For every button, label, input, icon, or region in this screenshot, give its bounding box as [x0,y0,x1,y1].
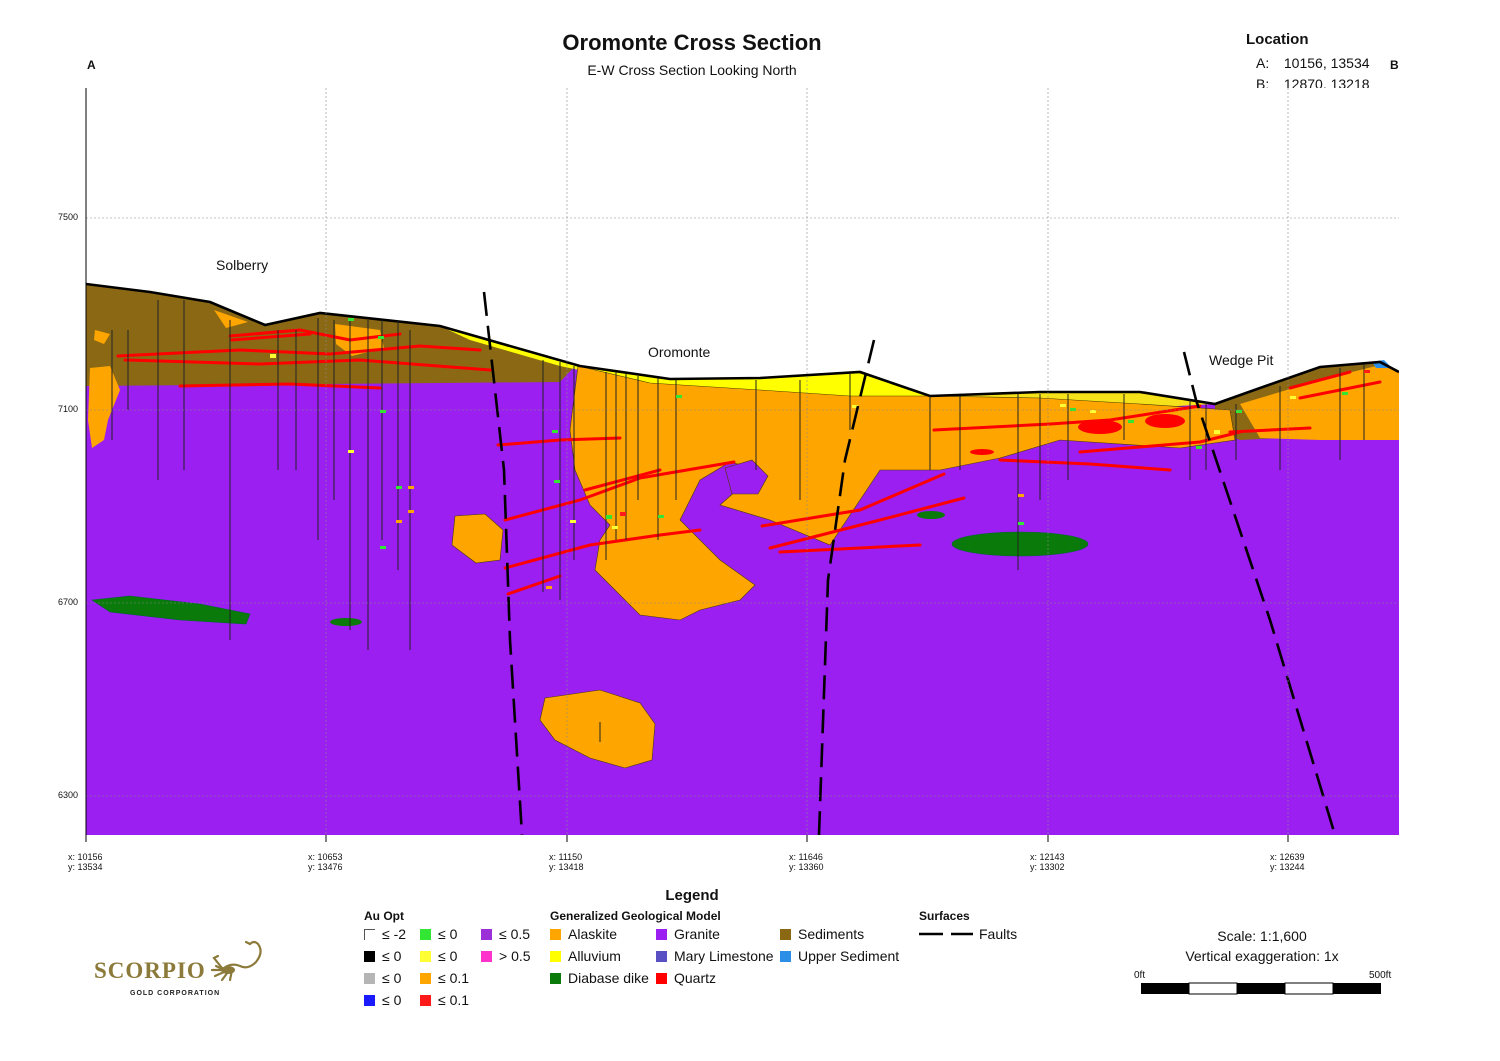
section-subtitle: E-W Cross Section Looking North [587,62,797,78]
legend-geology-item: Diabase dike [550,970,649,986]
swatch-icon [420,928,431,940]
station-ticks [85,835,1289,842]
station-label: x: 10156 y: 13534 [68,852,103,872]
diabase-dike [917,511,945,519]
logo-tagline: GOLD CORPORATION [130,990,221,997]
swatch-icon [780,928,791,940]
alluvium-unit [440,326,930,398]
location-key: A: [1256,55,1270,71]
vertical-exaggeration: Vertical exaggeration: 1x [1185,948,1339,964]
grid-lines [86,88,1399,835]
assay-markers [270,318,1394,589]
dashed-line-icon [919,932,973,936]
station-label: x: 11646 y: 13360 [789,852,824,872]
legend-geology-item: Quartz [656,970,716,986]
legend-au-item: ≤ -2 [364,926,406,942]
section-title: Oromonte Cross Section [562,30,822,55]
location-value: 10156, 13534 [1283,55,1370,71]
legend-au-item: ≤ 0.5 [481,926,530,942]
station-label: x: 10653 y: 13476 [308,852,343,872]
legend-geology-heading: Generalized Geological Model [550,909,721,923]
swatch-icon [420,972,431,984]
legend-geology-item: Mary Limestone [656,948,774,964]
legend-au-item: ≤ 0 [364,948,401,964]
legend-geology-item: Sediments [780,926,864,942]
elevation-tick: 7100 [58,404,79,414]
swatch-icon [780,950,791,962]
elevation-tick: 6300 [58,790,79,800]
elevation-tick: 6700 [58,597,79,607]
drill-holes [111,300,1365,742]
location-row-a: A: 10156, 13534 [1256,55,1370,71]
alaskite-unit [539,689,656,769]
place-label-wedge-pit: Wedge Pit [1209,352,1274,368]
legend-title: Legend [665,887,719,904]
scale-ratio: Scale: 1:1,600 [1217,928,1307,944]
legend-au-item: ≤ 0 [420,948,457,964]
legend-au-item: ≤ 0 [364,970,401,986]
alaskite-unit [214,310,248,328]
swatch-icon [481,950,492,962]
logo-wordmark: SCORPIO [94,958,206,983]
place-label-solberry: Solberry [216,257,269,273]
swatch-icon [656,972,667,984]
scorpion-icon [210,940,262,982]
alaskite-unit [94,330,110,344]
place-label-oromonte: Oromonte [648,344,711,360]
swatch-icon [550,950,561,962]
swatch-icon [420,994,431,1006]
legend-au-item: ≤ 0 [420,926,457,942]
legend-geology-item: Alaskite [550,926,617,942]
legend-geology-item: Alluvium [550,948,621,964]
faults [482,291,1337,835]
scale-bar-end-label: 500ft [1369,970,1392,981]
legend-au-item: ≤ 0.1 [420,970,469,986]
quartz-lens [970,449,994,455]
quartz-lens [1078,420,1122,434]
swatch-icon [550,972,561,984]
swatch-icon [550,928,561,940]
legend-au-heading: Au Opt [364,909,404,923]
location-title: Location [1246,31,1309,48]
station-label: x: 11150 y: 13418 [549,852,584,872]
swatch-icon [656,928,667,940]
elevation-tick: 7500 [58,212,79,222]
cross-section-map [85,88,1399,842]
diabase-dike [951,531,1089,557]
granite-unit [724,459,769,495]
scale-bar-start-label: 0ft [1134,970,1146,981]
scale-bar [1141,982,1381,995]
topographic-surface [86,282,1399,406]
quartz-lens [1145,414,1185,428]
legend-au-item: > 0.5 [481,948,531,964]
alaskite-unit [451,513,504,564]
swatch-icon [481,928,492,940]
swatch-icon [656,950,667,962]
legend-au-item: ≤ 0.1 [420,992,469,1008]
swatch-icon [364,950,375,962]
open-corner-icon [364,928,375,940]
swatch-icon [364,994,375,1006]
swatch-icon [364,972,375,984]
section-end-a: A [87,58,96,72]
legend-geology-item: Granite [656,926,720,942]
legend-geology-item: Upper Sediment [780,948,899,964]
section-end-b: B [1390,58,1399,72]
station-label: x: 12639 y: 13244 [1270,852,1305,872]
legend-au-item: ≤ 0 [364,992,401,1008]
swatch-icon [420,950,431,962]
station-label: x: 12143 y: 13302 [1030,852,1065,872]
diabase-dike [330,618,362,626]
legend-surface-item: Faults [919,926,1017,942]
legend-surfaces-heading: Surfaces [919,909,970,923]
